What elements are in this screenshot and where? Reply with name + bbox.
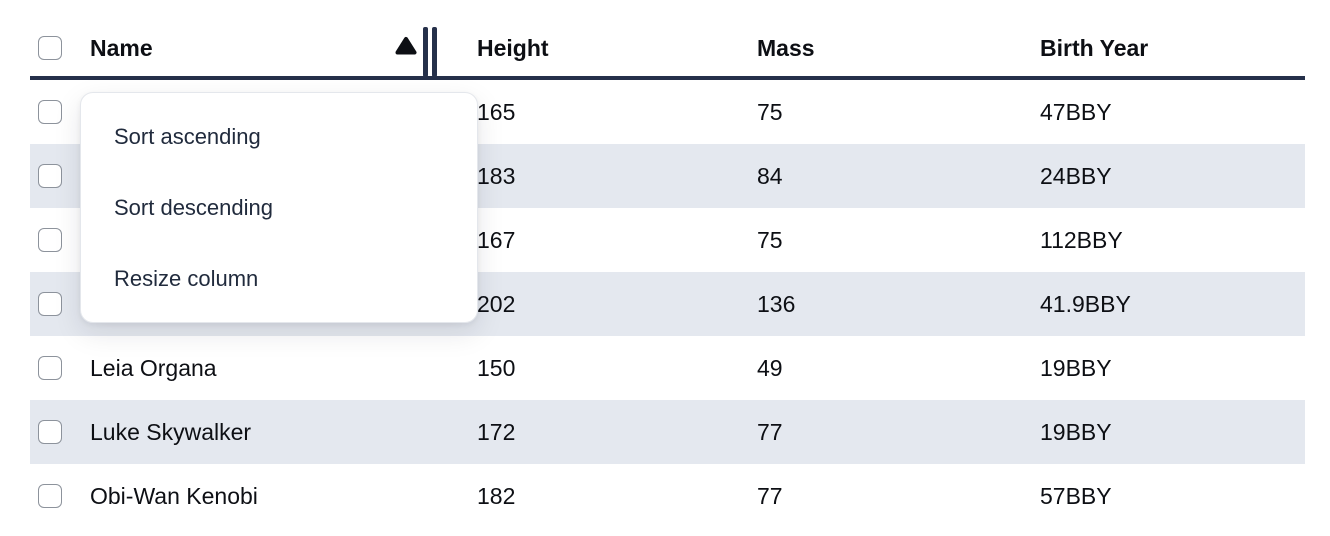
row-checkbox[interactable] xyxy=(38,356,62,380)
resize-bar-left xyxy=(423,27,428,77)
column-header-birth-year-label: Birth Year xyxy=(1040,34,1149,61)
row-checkbox[interactable] xyxy=(38,484,62,508)
birth-year-cell: 19BBY xyxy=(1040,418,1112,445)
birth-year-cell: 47BBY xyxy=(1040,98,1112,125)
mass-cell: 136 xyxy=(757,290,796,317)
menu-item-sort-descending[interactable]: Sort descending xyxy=(114,194,273,220)
birth-year-cell: 112BBY xyxy=(1040,226,1123,253)
mass-cell: 84 xyxy=(757,162,783,189)
height-cell: 182 xyxy=(477,482,516,509)
mass-cell: 49 xyxy=(757,354,783,381)
select-all-cell xyxy=(30,36,90,60)
table-header-row: Name Height Mass Birth Year xyxy=(30,0,1305,80)
birth-year-cell: 19BBY xyxy=(1040,354,1112,381)
height-cell: 172 xyxy=(477,418,516,445)
column-resize-handle[interactable] xyxy=(423,27,437,77)
height-cell: 183 xyxy=(477,162,516,189)
height-cell: 167 xyxy=(477,226,516,253)
column-header-height[interactable]: Height xyxy=(477,35,757,62)
birth-year-cell: 41.9BBY xyxy=(1040,290,1131,317)
sort-ascending-icon[interactable] xyxy=(395,36,417,56)
table-row: Obi-Wan Kenobi 182 77 57BBY xyxy=(30,464,1305,508)
mass-cell: 77 xyxy=(757,482,783,509)
triangle-up-icon xyxy=(395,37,417,55)
name-cell: Luke Skywalker xyxy=(90,418,252,445)
mass-cell: 77 xyxy=(757,418,783,445)
birth-year-cell: 57BBY xyxy=(1040,482,1112,509)
name-cell: Leia Organa xyxy=(90,354,217,381)
column-context-menu: Sort ascending Sort descending Resize co… xyxy=(80,92,478,323)
resize-bar-right xyxy=(432,27,437,77)
table-row: Luke Skywalker 172 77 19BBY xyxy=(30,400,1305,464)
name-cell: Obi-Wan Kenobi xyxy=(90,482,258,509)
mass-cell: 75 xyxy=(757,226,783,253)
column-header-height-label: Height xyxy=(477,34,549,61)
height-cell: 165 xyxy=(477,98,516,125)
column-header-name-label: Name xyxy=(90,34,153,61)
row-checkbox[interactable] xyxy=(38,292,62,316)
table-row: Leia Organa 150 49 19BBY xyxy=(30,336,1305,400)
row-checkbox[interactable] xyxy=(38,420,62,444)
select-all-checkbox[interactable] xyxy=(38,36,62,60)
menu-item-resize-column[interactable]: Resize column xyxy=(114,265,259,291)
column-header-mass[interactable]: Mass xyxy=(757,35,1040,62)
column-header-mass-label: Mass xyxy=(757,34,815,61)
mass-cell: 75 xyxy=(757,98,783,125)
row-checkbox[interactable] xyxy=(38,228,62,252)
birth-year-cell: 24BBY xyxy=(1040,162,1112,189)
height-cell: 202 xyxy=(477,290,516,317)
height-cell: 150 xyxy=(477,354,516,381)
menu-item-sort-ascending[interactable]: Sort ascending xyxy=(114,123,261,149)
row-checkbox[interactable] xyxy=(38,164,62,188)
column-header-name[interactable]: Name xyxy=(90,35,477,62)
column-header-birth-year[interactable]: Birth Year xyxy=(1040,35,1305,62)
row-checkbox[interactable] xyxy=(38,100,62,124)
